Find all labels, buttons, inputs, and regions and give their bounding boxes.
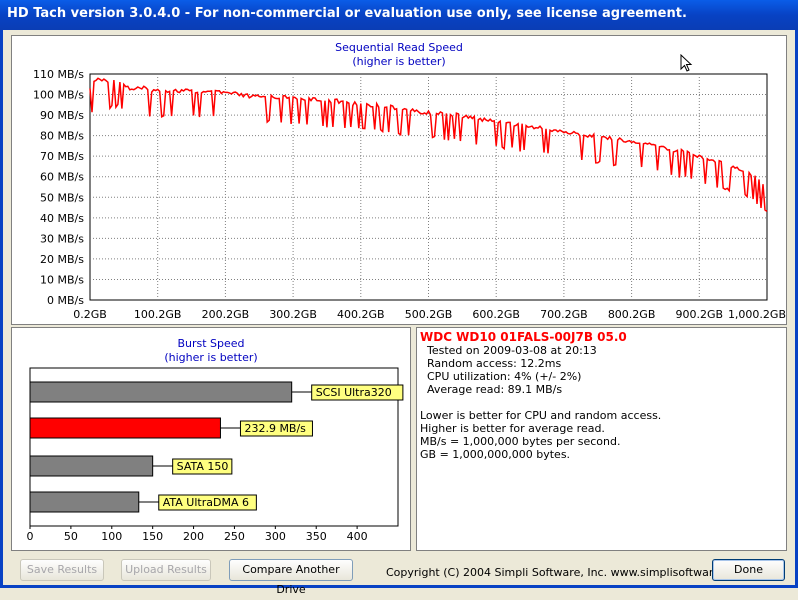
x-tick-label: 700.2GB: [540, 308, 588, 321]
y-tick-label: 70 MB/s: [40, 150, 84, 163]
seq-chart-subtitle: (higher is better): [352, 55, 445, 68]
cpu-utilization: CPU utilization: 4% (+/- 2%): [427, 370, 582, 383]
burst-label-box: [311, 384, 404, 401]
burst-bar-label: SCSI Ultra320: [316, 386, 392, 399]
y-tick-label: 40 MB/s: [40, 212, 84, 225]
burst-bar: [29, 491, 140, 513]
y-tick-label: 60 MB/s: [40, 171, 84, 184]
burst-x-tick-label: 200: [183, 530, 204, 543]
burst-label-box: [239, 420, 313, 437]
note-lower-better: Lower is better for CPU and random acces…: [420, 409, 662, 422]
x-tick-label: 800.2GB: [608, 308, 656, 321]
burst-plot-frame: [29, 367, 399, 527]
y-tick-label: 30 MB/s: [40, 232, 84, 245]
x-tick-label: 300.2GB: [269, 308, 317, 321]
save-results-button[interactable]: Save Results: [20, 559, 104, 581]
note-gb-definition: GB = 1,000,000,000 bytes.: [420, 448, 571, 461]
note-higher-better: Higher is better for average read.: [420, 422, 605, 435]
x-tick-label: 400.2GB: [337, 308, 385, 321]
burst-x-tick-label: 350: [306, 530, 327, 543]
burst-bar-label: ATA UltraDMA 6: [163, 496, 249, 509]
drive-name: WDC WD10 01FALS-00J7B 05.0: [420, 330, 627, 344]
upload-results-button[interactable]: Upload Results: [121, 559, 211, 581]
y-tick-label: 100 MB/s: [33, 89, 84, 102]
x-tick-label: 600.2GB: [472, 308, 520, 321]
y-tick-label: 50 MB/s: [40, 191, 84, 204]
drive-info-panel: WDC WD10 01FALS-00J7B 05.0 Tested on 200…: [416, 327, 787, 551]
x-tick-label: 1,000.2GB: [728, 308, 786, 321]
burst-speed-panel: Burst Speed (higher is better) SCSI Ultr…: [11, 327, 411, 551]
burst-bar: [29, 455, 154, 477]
copyright-text: Copyright (C) 2004 Simpli Software, Inc.…: [386, 566, 747, 579]
done-button[interactable]: Done: [712, 559, 785, 581]
burst-x-tick-label: 50: [64, 530, 78, 543]
compare-another-drive-button[interactable]: Compare Another Drive: [229, 559, 353, 596]
seq-chart-title: Sequential Read Speed: [335, 41, 463, 54]
random-access: Random access: 12.2ms: [427, 357, 562, 370]
y-tick-label: 110 MB/s: [33, 68, 84, 81]
x-tick-label: 200.2GB: [202, 308, 250, 321]
note-mbs-definition: MB/s = 1,000,000 bytes per second.: [420, 435, 621, 448]
sequential-read-chart: Sequential Read Speed (higher is better)…: [33, 41, 786, 321]
burst-bar: [29, 381, 293, 403]
sequential-read-panel: Sequential Read Speed (higher is better)…: [11, 35, 787, 325]
burst-bar: [29, 417, 221, 439]
burst-label-box: [158, 494, 257, 511]
burst-bar-label: 232.9 MB/s: [244, 422, 306, 435]
y-tick-label: 80 MB/s: [40, 130, 84, 143]
title-bar: HD Tach version 3.0.4.0 - For non-commer…: [0, 0, 798, 30]
burst-chart-title: Burst Speed: [177, 337, 244, 350]
burst-x-tick-label: 150: [142, 530, 163, 543]
burst-x-tick-label: 0: [27, 530, 34, 543]
y-tick-label: 10 MB/s: [40, 273, 84, 286]
tested-date: Tested on 2009-03-08 at 20:13: [427, 344, 597, 357]
burst-label-box: [172, 458, 233, 475]
mouse-cursor-icon: [680, 54, 693, 72]
window-title: HD Tach version 3.0.4.0 - For non-commer…: [7, 6, 687, 21]
average-read: Average read: 89.1 MB/s: [427, 383, 563, 396]
y-tick-label: 0 MB/s: [47, 294, 84, 307]
x-tick-label: 500.2GB: [405, 308, 453, 321]
y-tick-label: 90 MB/s: [40, 109, 84, 122]
x-tick-label: 900.2GB: [676, 308, 724, 321]
burst-x-tick-label: 250: [224, 530, 245, 543]
y-tick-label: 20 MB/s: [40, 253, 84, 266]
burst-chart-subtitle: (higher is better): [164, 351, 257, 364]
burst-x-tick-label: 400: [347, 530, 368, 543]
sequential-read-line: [89, 77, 768, 213]
burst-speed-chart: Burst Speed (higher is better) SCSI Ultr…: [27, 337, 404, 543]
burst-bar-label: SATA 150: [177, 460, 229, 473]
burst-x-tick-label: 100: [101, 530, 122, 543]
x-tick-label: 100.2GB: [134, 308, 182, 321]
x-tick-label: 0.2GB: [73, 308, 107, 321]
burst-x-tick-label: 300: [265, 530, 286, 543]
